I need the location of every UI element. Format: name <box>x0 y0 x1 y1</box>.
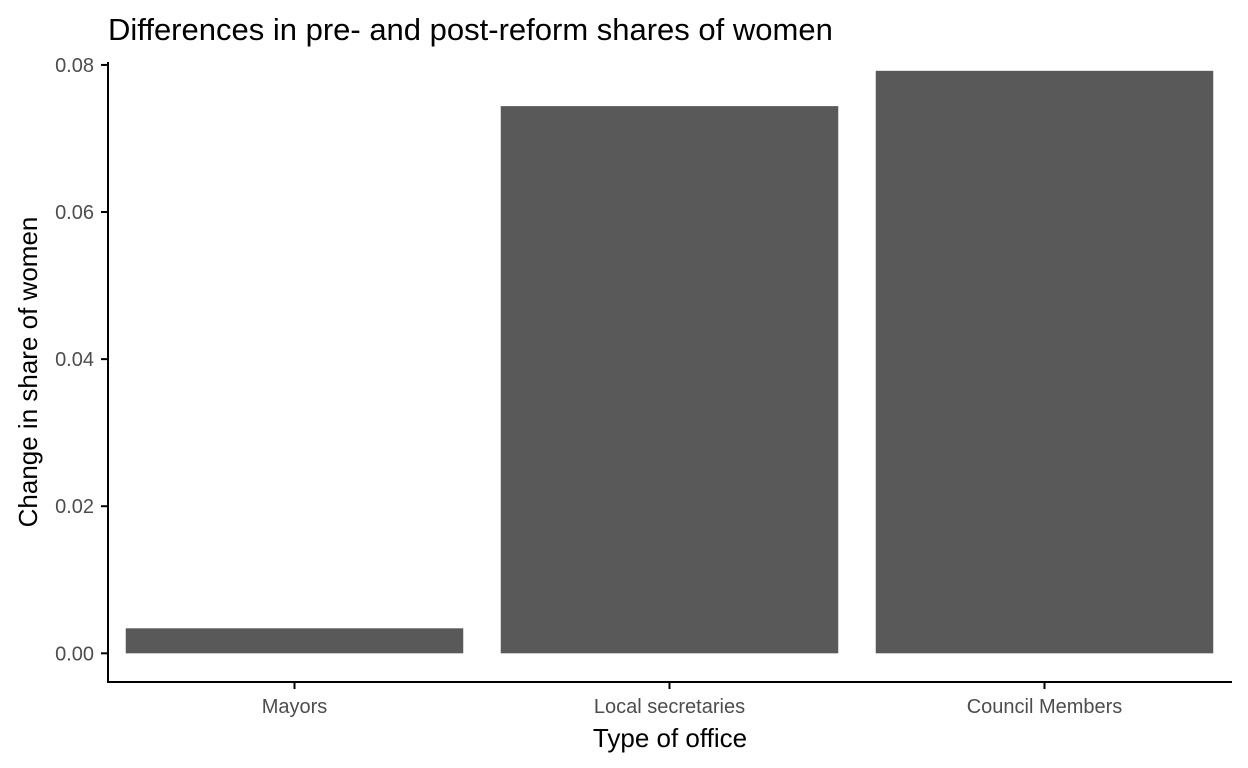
x-tick-label: Mayors <box>262 696 328 718</box>
bar-local-secretaries <box>500 106 839 654</box>
y-axis-title: Change in share of women <box>13 217 43 528</box>
y-tick-label: 0.06 <box>55 202 94 224</box>
bar-council-members <box>875 70 1214 654</box>
x-tick-label: Council Members <box>967 696 1123 718</box>
x-axis-title: Type of office <box>593 723 747 753</box>
chart-title: Differences in pre- and post-reform shar… <box>108 12 833 47</box>
y-tick-label: 0.02 <box>55 496 94 518</box>
y-tick-label: 0.04 <box>55 349 94 371</box>
y-tick-label: 0.00 <box>55 643 94 665</box>
y-tick-label: 0.08 <box>55 55 94 77</box>
x-axis: Mayors Local secretaries Council Members <box>107 681 1232 718</box>
bar-mayors <box>125 628 464 654</box>
x-tick-label: Local secretaries <box>594 696 745 718</box>
y-axis: 0.00 0.02 0.04 0.06 0.08 <box>55 55 109 682</box>
bars-group <box>125 70 1214 654</box>
